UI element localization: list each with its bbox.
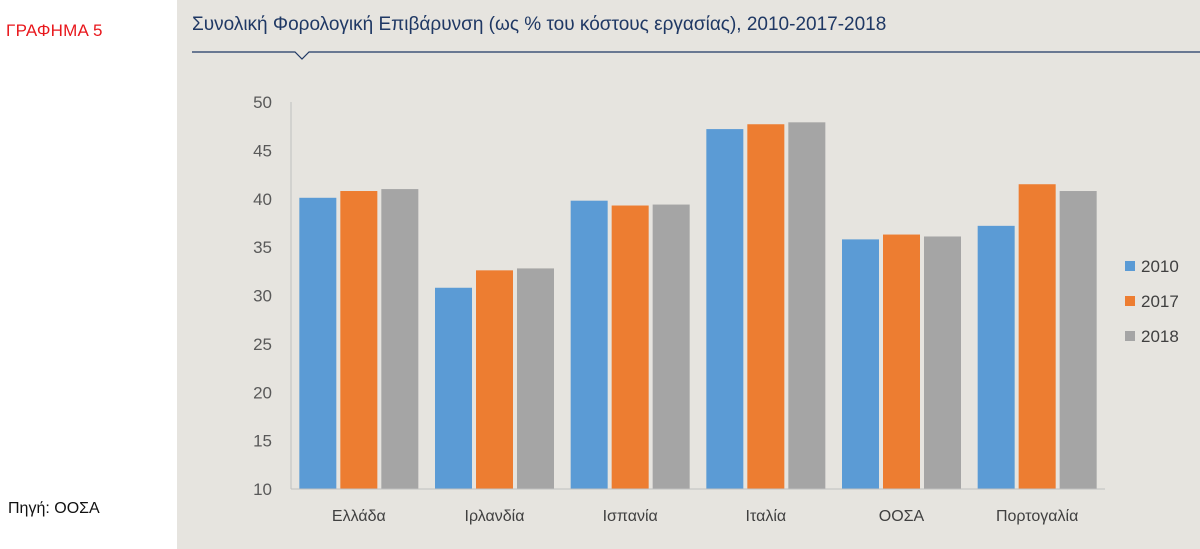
bar-2017 — [747, 124, 785, 489]
bar-2018 — [381, 189, 419, 489]
bar-2018 — [517, 268, 554, 489]
bar-2010 — [706, 129, 744, 489]
bar-2010 — [570, 200, 608, 489]
bar-2017 — [611, 205, 649, 489]
title-underline — [192, 51, 1200, 60]
legend-swatch-2017 — [1125, 296, 1135, 306]
bar-2017 — [1018, 184, 1056, 490]
y-tick-label: 40 — [253, 190, 272, 209]
figure-number-label: ΓΡΑΦΗΜΑ 5 — [6, 21, 103, 40]
bar-2010 — [842, 239, 879, 489]
y-tick-label: 50 — [253, 93, 272, 112]
bar-2018 — [652, 204, 690, 489]
y-axis-ticks: 10 15 20 25 30 35 40 45 50 — [253, 93, 272, 499]
bar-2010 — [435, 287, 472, 489]
legend-label: 2018 — [1141, 327, 1179, 346]
x-category-label: Ελλάδα — [332, 508, 386, 525]
bars-group — [299, 122, 1097, 490]
bar-2018 — [788, 122, 826, 489]
y-tick-label: 10 — [253, 480, 272, 499]
x-category-label: Ισπανία — [603, 508, 658, 525]
legend: 2010 2017 2018 — [1125, 257, 1179, 346]
x-axis-categories: Ελλάδα Ιρλανδία Ισπανία Ιταλία ΟΟΣΑ Πορτογαλί… — [332, 508, 1078, 525]
source-note: Πηγή: ΟΟΣΑ — [8, 500, 100, 517]
side-panel: ΓΡΑΦΗΜΑ 5 Πηγή: ΟΟΣΑ — [0, 0, 153, 549]
y-tick-label: 30 — [253, 287, 272, 306]
y-tick-label: 35 — [253, 238, 272, 257]
x-category-label: Πορτογαλία — [996, 508, 1078, 525]
y-tick-label: 45 — [253, 141, 272, 160]
bar-2010 — [299, 197, 337, 489]
bar-2010 — [977, 225, 1015, 489]
legend-label: 2010 — [1141, 257, 1179, 276]
y-tick-label: 20 — [253, 383, 272, 402]
x-category-label: Ιρλανδία — [465, 508, 525, 525]
bar-2017 — [883, 234, 920, 489]
bar-2017 — [476, 270, 513, 489]
x-category-label: ΟΟΣΑ — [879, 508, 925, 525]
bar-2017 — [340, 191, 378, 489]
bar-2018 — [1059, 191, 1097, 489]
legend-swatch-2010 — [1125, 261, 1135, 271]
legend-swatch-2018 — [1125, 331, 1135, 341]
legend-label: 2017 — [1141, 292, 1179, 311]
y-tick-label: 15 — [253, 432, 272, 451]
y-tick-label: 25 — [253, 335, 272, 354]
x-category-label: Ιταλία — [746, 508, 787, 525]
panel-divider — [153, 0, 177, 549]
chart-title: Συνολική Φορολογική Επιβάρυνση (ως % του… — [192, 14, 887, 35]
bar-2018 — [924, 236, 961, 489]
